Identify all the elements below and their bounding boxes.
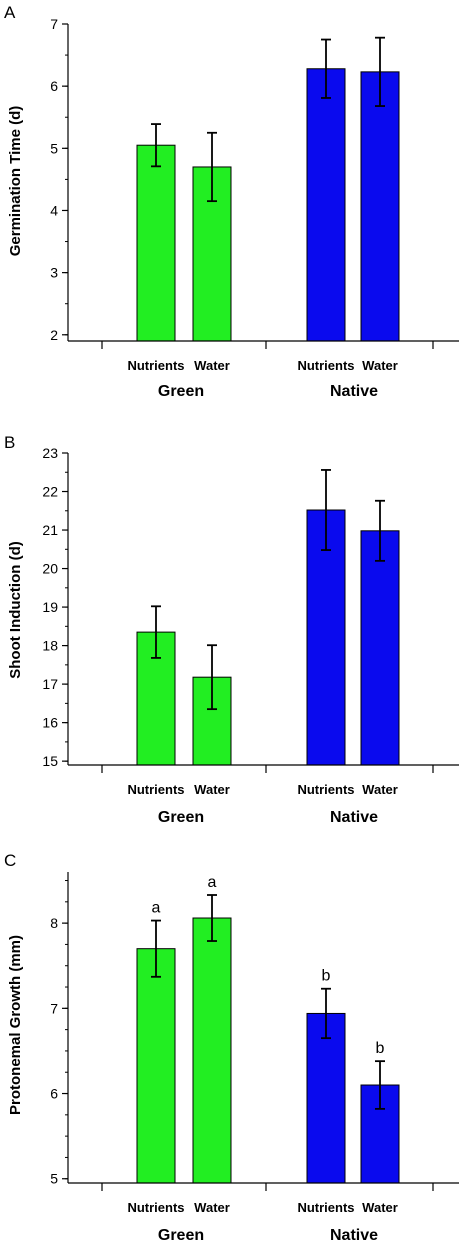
panel-b-plot: Nutrients Water Nutrients Water 15 16 17 18 19 20… xyxy=(42,445,459,797)
panel-c-plot: a Nutrients a Water b Nutrients b Water 5 6 7 8 xyxy=(50,872,459,1215)
panel-a-group-label-green: Green xyxy=(158,383,204,400)
y-tick-label: 2 xyxy=(50,327,58,343)
x-tick-label: Nutrients xyxy=(297,1200,354,1215)
x-tick-label: Water xyxy=(362,1200,398,1215)
x-tick-label: Water xyxy=(194,358,230,373)
significance-label: a xyxy=(152,900,161,917)
panel-a: A Germination Time (d) Nutrients Water Nut… xyxy=(4,3,459,400)
panel-a-letter: A xyxy=(4,3,16,22)
bar-native-water xyxy=(360,71,400,342)
y-tick-label: 8 xyxy=(50,915,58,931)
panel-a-plot: Nutrients Water Nutrients Water 2 3 4 5 6 7 xyxy=(50,16,459,373)
x-tick-label: Water xyxy=(362,358,398,373)
x-tick-label: Water xyxy=(194,1200,230,1215)
bar-native-water xyxy=(360,530,400,766)
panel-a-y-axis-label: Germination Time (d) xyxy=(7,106,24,257)
y-tick-label: 4 xyxy=(50,202,58,218)
x-tick-label: Nutrients xyxy=(297,782,354,797)
y-tick-label: 22 xyxy=(42,484,58,500)
x-tick-label: Nutrients xyxy=(297,358,354,373)
panel-a-group-label-native: Native xyxy=(330,383,378,400)
x-tick-label: Nutrients xyxy=(127,782,184,797)
y-tick-label: 3 xyxy=(50,265,58,281)
significance-label: a xyxy=(208,874,217,891)
panel-c-y-axis-label: Protonemal Growth (mm) xyxy=(7,935,24,1115)
panel-c: C Protonemal Growth (mm) a Nutrients a Wate… xyxy=(4,851,459,1244)
bar-green-nutrients xyxy=(136,144,176,342)
y-tick-label: 21 xyxy=(42,522,58,538)
y-tick-label: 6 xyxy=(50,1086,58,1102)
x-tick-label: Nutrients xyxy=(127,358,184,373)
y-tick-label: 20 xyxy=(42,561,58,577)
panel-b: B Shoot Induction (d) Nutrients Water Nutr… xyxy=(4,433,459,826)
panel-c-group-label-native: Native xyxy=(330,1227,378,1244)
panel-c-group-label-green: Green xyxy=(158,1227,204,1244)
y-tick-label: 7 xyxy=(50,16,58,32)
y-tick-label: 5 xyxy=(50,140,58,156)
panel-b-group-label-green: Green xyxy=(158,809,204,826)
bar-native-nutrients xyxy=(306,68,346,342)
y-tick-label: 7 xyxy=(50,1000,58,1016)
y-tick-label: 6 xyxy=(50,78,58,94)
significance-label: b xyxy=(322,968,331,985)
bar-green-water xyxy=(192,917,232,1184)
y-tick-label: 19 xyxy=(42,599,58,615)
x-tick-label: Water xyxy=(194,782,230,797)
significance-label: b xyxy=(376,1040,385,1057)
bar-native-nutrients xyxy=(306,509,346,766)
panel-b-letter: B xyxy=(4,433,15,452)
panel-b-y-axis-label: Shoot Induction (d) xyxy=(7,541,24,678)
panel-c-letter: C xyxy=(4,851,16,870)
y-tick-label: 16 xyxy=(42,715,58,731)
bar-green-nutrients xyxy=(136,948,176,1184)
x-tick-label: Nutrients xyxy=(127,1200,184,1215)
y-tick-label: 15 xyxy=(42,753,58,769)
panel-b-group-label-native: Native xyxy=(330,809,378,826)
y-tick-label: 17 xyxy=(42,676,58,692)
x-tick-label: Water xyxy=(362,782,398,797)
y-tick-label: 18 xyxy=(42,638,58,654)
y-tick-label: 5 xyxy=(50,1171,58,1187)
y-tick-label: 23 xyxy=(42,445,58,461)
